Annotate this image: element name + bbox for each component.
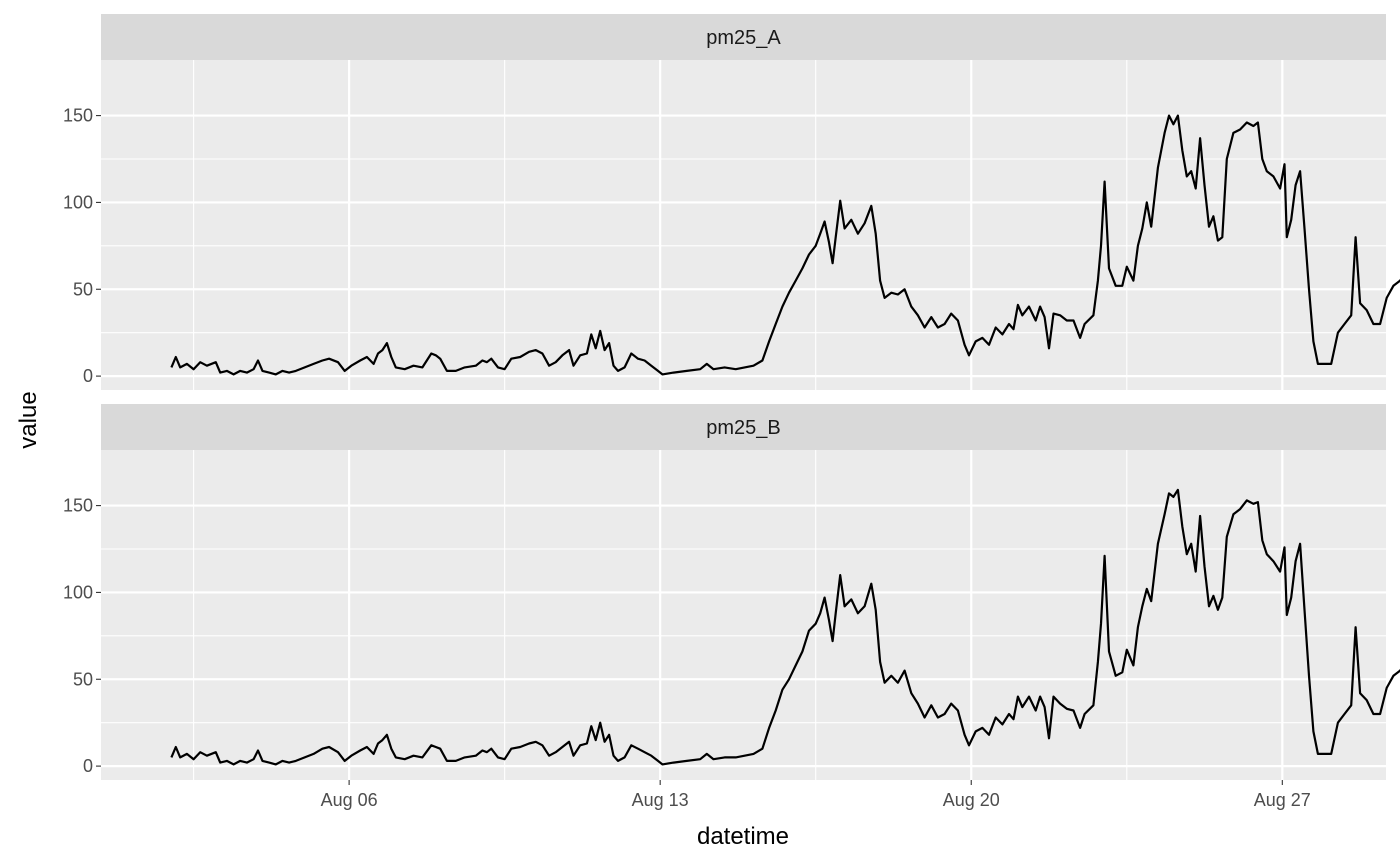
facet-strip [101,14,1386,60]
y-tick-label: 0 [83,366,93,386]
x-tick-label: Aug 13 [632,790,689,810]
facet-strip-label: pm25_A [706,27,781,49]
facet-strip-label: pm25_B [706,417,781,439]
y-tick-label: 0 [83,756,93,776]
x-tick-label: Aug 20 [943,790,1000,810]
facet-strip [101,404,1386,450]
y-tick-label: 100 [63,192,93,212]
y-axis-title: value [15,391,42,448]
series-line-pm25_B [170,488,1400,766]
panel-background [101,60,1386,390]
y-tick-label: 150 [63,106,93,126]
panel-pm25_B: pm25_B 0 50 100 150 Aug 06 Aug 13 Aug 20 Aug 27 [63,404,1400,810]
panels: pm25_A 0 50 100 150 pm25_B 0 50 100 150 Aug 06 Aug … [63,14,1400,810]
series-line-pm25_A [170,114,1400,376]
y-tick-label: 50 [73,279,93,299]
x-axis-title: datetime [697,823,789,850]
panel-background [101,450,1386,780]
x-tick-label: Aug 06 [321,790,378,810]
y-tick-label: 150 [63,496,93,516]
y-tick-label: 100 [63,582,93,602]
y-tick-label: 50 [73,669,93,689]
panel-pm25_A: pm25_A 0 50 100 150 [63,14,1400,390]
x-tick-label: Aug 27 [1254,790,1311,810]
